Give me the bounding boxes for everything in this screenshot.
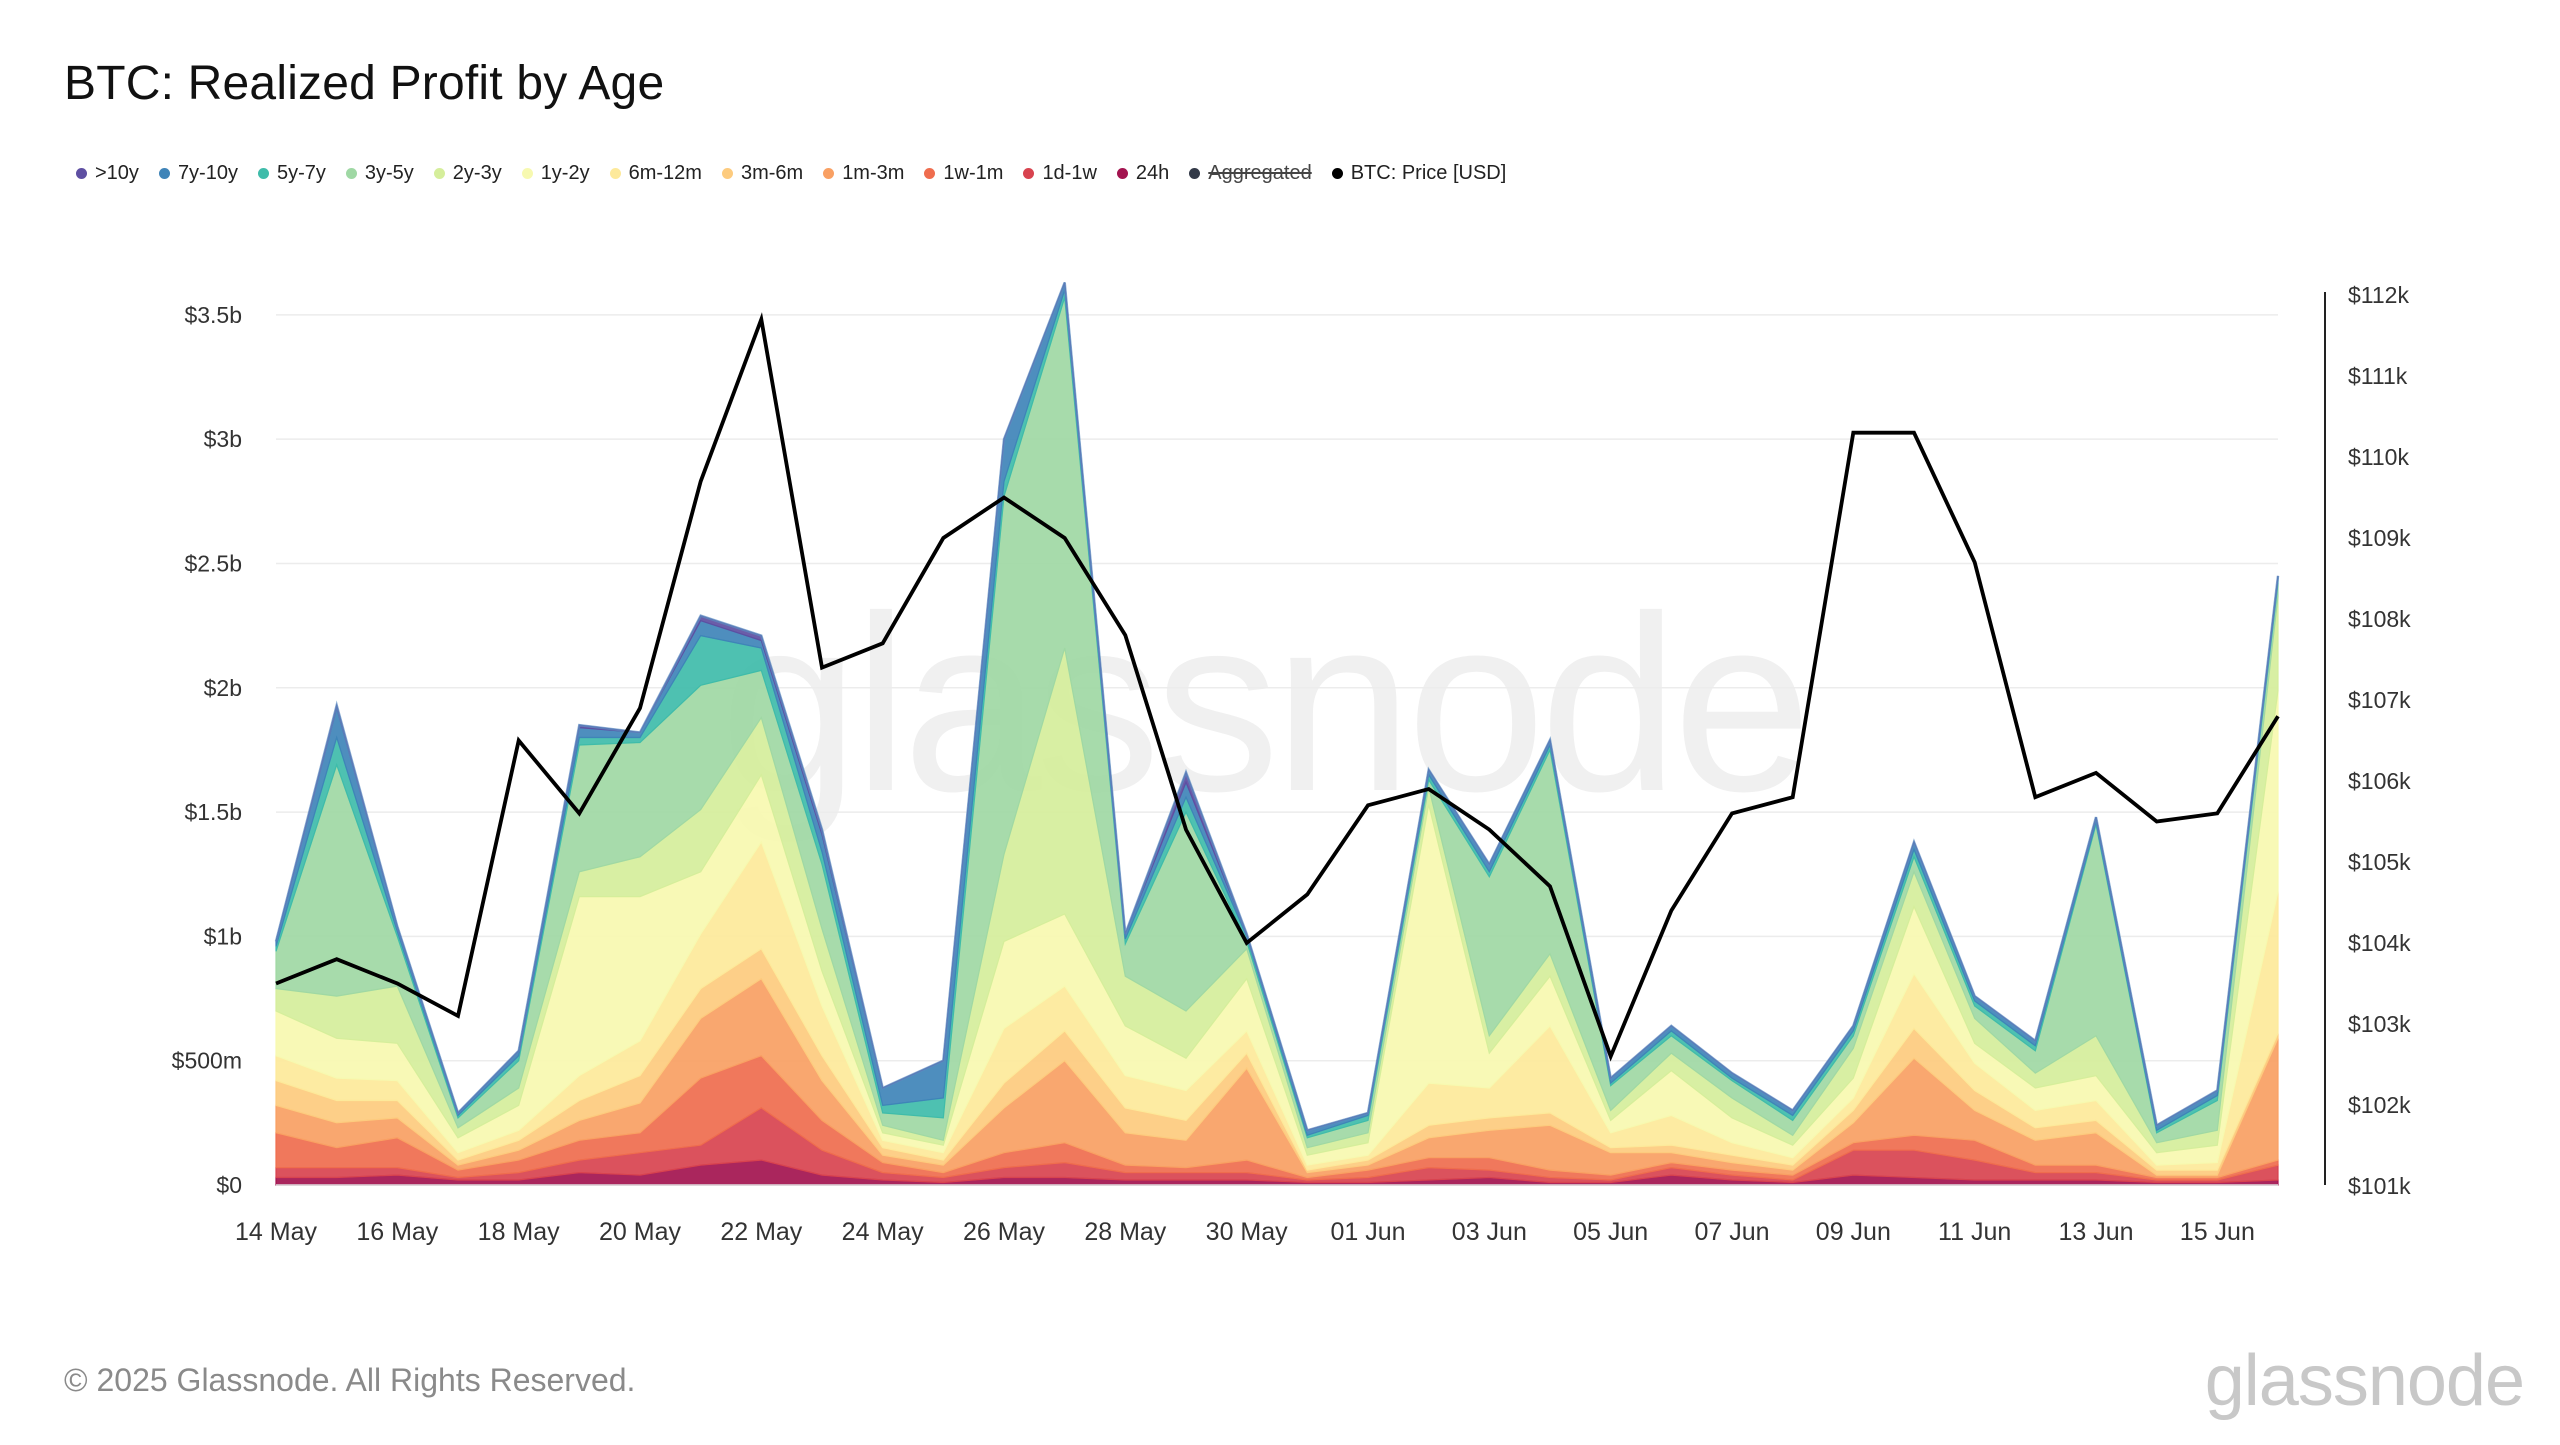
stack-top-edge bbox=[274, 282, 2280, 1132]
legend-item[interactable]: 1d-1w bbox=[1023, 162, 1097, 185]
y-left-tick-label: $2.5b bbox=[184, 550, 242, 576]
y-right-tick-label: $107k bbox=[2348, 687, 2411, 713]
x-tick-label: 15 Jun bbox=[2180, 1218, 2255, 1246]
legend-item[interactable]: 2y-3y bbox=[433, 162, 502, 185]
legend-swatch bbox=[433, 168, 445, 179]
legend-label: 7y-10y bbox=[177, 162, 238, 184]
y-right-tick-label: $112k bbox=[2348, 282, 2409, 308]
legend-label: 6m-12m bbox=[628, 162, 702, 184]
brand-logo: glassnode bbox=[2204, 1341, 2525, 1421]
x-tick-label: 28 May bbox=[1084, 1218, 1166, 1246]
x-tick-label: 03 Jun bbox=[1452, 1218, 1527, 1246]
legend-item[interactable]: 3y-5y bbox=[345, 162, 414, 185]
x-tick-label: 26 May bbox=[963, 1218, 1045, 1246]
legend-swatch bbox=[158, 168, 170, 179]
x-tick-label: 11 Jun bbox=[1938, 1218, 2011, 1246]
y-right-tick-label: $111k bbox=[2348, 363, 2408, 389]
y-left-tick-label: $0 bbox=[216, 1172, 242, 1198]
legend-item[interactable]: 3m-6m bbox=[721, 162, 804, 185]
legend-swatch bbox=[609, 168, 621, 179]
y-left-tick-label: $3b bbox=[204, 426, 242, 452]
legend-label: 1d-1w bbox=[1042, 162, 1097, 184]
y-left-tick-label: $2b bbox=[204, 675, 242, 701]
legend-label: 2y-3y bbox=[452, 162, 502, 184]
legend-item[interactable]: 1m-3m bbox=[823, 162, 904, 185]
btc-price-line bbox=[275, 312, 2280, 1062]
y-left-tick-label: $3.5b bbox=[184, 302, 242, 328]
legend-swatch bbox=[257, 168, 269, 179]
x-tick-label: 30 May bbox=[1206, 1218, 1288, 1246]
legend-label: Aggregated bbox=[1208, 162, 1312, 184]
legend-swatch bbox=[1331, 168, 1343, 179]
y-left-tick-label: $1b bbox=[204, 923, 242, 949]
x-tick-label: 07 Jun bbox=[1694, 1218, 1769, 1246]
x-tick-label: 14 May bbox=[235, 1218, 317, 1246]
y-right-tick-label: $101k bbox=[2348, 1173, 2411, 1199]
chart-title: BTC: Realized Profit by Age bbox=[64, 57, 665, 110]
x-tick-label: 18 May bbox=[478, 1218, 560, 1246]
x-tick-label: 09 Jun bbox=[1816, 1218, 1891, 1246]
y-right-tick-label: $104k bbox=[2348, 930, 2411, 956]
x-tick-label: 24 May bbox=[842, 1218, 924, 1246]
legend-swatch bbox=[721, 168, 733, 179]
legend-label: 1w-1m bbox=[943, 162, 1004, 184]
legend-label: 1y-2y bbox=[540, 162, 590, 184]
legend-label: BTC: Price [USD] bbox=[1350, 162, 1507, 184]
y-left-tick-label: $1.5b bbox=[184, 799, 242, 825]
copyright-footer: © 2025 Glassnode. All Rights Reserved. bbox=[64, 1362, 636, 1398]
x-tick-label: 22 May bbox=[720, 1218, 802, 1246]
legend-item[interactable]: 5y-7y bbox=[257, 162, 326, 185]
y-right-tick-label: $108k bbox=[2348, 606, 2411, 632]
legend-swatch bbox=[1023, 168, 1035, 179]
x-tick-label: 20 May bbox=[599, 1218, 681, 1246]
chart-legend: >10y 7y-10y 5y-7y 3y-5y 2y-3y 1y-2y 6m-12m 3m-6… bbox=[76, 162, 1526, 185]
legend-item[interactable]: >10y bbox=[76, 162, 139, 185]
legend-swatch bbox=[521, 168, 533, 179]
legend-label: 3m-6m bbox=[740, 162, 804, 184]
y-left-tick-label: $500m bbox=[172, 1048, 242, 1074]
legend-swatch bbox=[76, 168, 87, 179]
legend-swatch bbox=[1189, 168, 1201, 179]
legend-label: 3y-5y bbox=[364, 162, 414, 184]
legend-label: 24h bbox=[1135, 162, 1170, 184]
legend-swatch bbox=[345, 168, 357, 179]
legend-item[interactable]: 1w-1m bbox=[924, 162, 1003, 185]
legend-item[interactable]: BTC: Price [USD] bbox=[1331, 162, 1507, 185]
legend-item[interactable]: Aggregated bbox=[1189, 162, 1312, 185]
y-right-tick-label: $106k bbox=[2348, 768, 2411, 794]
legend-label: 5y-7y bbox=[276, 162, 326, 184]
legend-swatch bbox=[1116, 168, 1128, 179]
y-right-tick-label: $105k bbox=[2348, 849, 2411, 875]
y-right-tick-label: $109k bbox=[2348, 525, 2411, 551]
legend-item[interactable]: 7y-10y bbox=[158, 162, 238, 185]
legend-swatch bbox=[823, 168, 835, 179]
legend-label: >10y bbox=[95, 162, 139, 184]
legend-item[interactable]: 1y-2y bbox=[521, 162, 590, 185]
y-right-tick-label: $103k bbox=[2348, 1011, 2411, 1037]
y-right-tick-label: $110k bbox=[2348, 444, 2409, 470]
legend-item[interactable]: 24h bbox=[1116, 162, 1170, 185]
legend-swatch bbox=[924, 168, 936, 179]
legend-label: 1m-3m bbox=[842, 162, 905, 184]
x-tick-label: 05 Jun bbox=[1573, 1218, 1648, 1246]
x-tick-label: 13 Jun bbox=[2058, 1218, 2133, 1246]
x-tick-label: 01 Jun bbox=[1330, 1218, 1405, 1246]
legend-item[interactable]: 6m-12m bbox=[609, 162, 702, 185]
x-tick-label: 16 May bbox=[356, 1218, 438, 1246]
y-right-tick-label: $102k bbox=[2348, 1092, 2411, 1118]
